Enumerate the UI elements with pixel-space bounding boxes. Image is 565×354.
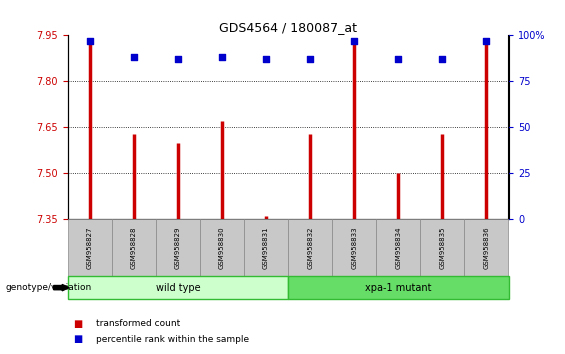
- Point: [218, 55, 227, 60]
- Text: GSM958836: GSM958836: [484, 227, 489, 269]
- Text: GSM958831: GSM958831: [263, 227, 269, 269]
- Text: ■: ■: [73, 334, 82, 344]
- Point: [482, 38, 491, 44]
- Text: genotype/variation: genotype/variation: [6, 283, 92, 292]
- Text: GSM958828: GSM958828: [131, 227, 137, 269]
- Text: percentile rank within the sample: percentile rank within the sample: [96, 335, 249, 344]
- Point: [262, 57, 271, 62]
- Point: [394, 57, 403, 62]
- Title: GDS4564 / 180087_at: GDS4564 / 180087_at: [219, 21, 357, 34]
- Text: GSM958827: GSM958827: [87, 227, 93, 269]
- Text: GSM958834: GSM958834: [396, 227, 401, 269]
- Point: [306, 57, 315, 62]
- Point: [173, 57, 182, 62]
- Text: GSM958830: GSM958830: [219, 227, 225, 269]
- Text: GSM958829: GSM958829: [175, 227, 181, 269]
- Text: xpa-1 mutant: xpa-1 mutant: [365, 282, 432, 293]
- Text: transformed count: transformed count: [96, 319, 180, 329]
- Text: GSM958832: GSM958832: [307, 227, 313, 269]
- Point: [350, 38, 359, 44]
- Text: GSM958833: GSM958833: [351, 227, 357, 269]
- Point: [85, 38, 94, 44]
- Text: GSM958835: GSM958835: [440, 227, 445, 269]
- Text: ■: ■: [73, 319, 82, 329]
- Point: [129, 55, 138, 60]
- Text: wild type: wild type: [156, 282, 200, 293]
- Point: [438, 57, 447, 62]
